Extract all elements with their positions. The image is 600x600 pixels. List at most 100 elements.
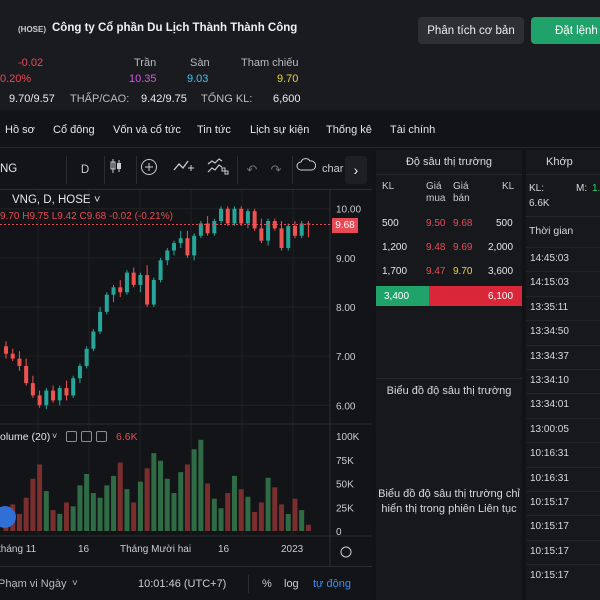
chevron-right-icon[interactable]: › bbox=[345, 156, 367, 184]
candle-body bbox=[17, 358, 22, 366]
row-divider bbox=[526, 466, 600, 468]
price-change-pct: 0.20% bbox=[0, 73, 32, 85]
stock-nav-tabs: Hồ sơ Cổ đông Vốn và cổ tức Tin tức Lịch… bbox=[0, 112, 600, 148]
volume-bar bbox=[158, 460, 164, 531]
volume-bar bbox=[211, 498, 217, 531]
trade-time: 13:34:01 bbox=[530, 399, 569, 411]
toolbar-divider bbox=[66, 156, 67, 184]
ohlc-change: -0.02 (-0.21%) bbox=[109, 211, 173, 222]
chevron-down-icon[interactable]: ˅ bbox=[72, 578, 78, 589]
price-chart-panel: NG D ↶ ↷ char › 10.00 9.00 8.00 7.00 6.00 100… bbox=[0, 150, 372, 600]
trade-time: 13:34:50 bbox=[530, 326, 569, 338]
chevron-down-icon[interactable]: ˅ bbox=[94, 194, 101, 206]
tab-capital-dividend[interactable]: Vốn và cổ tức bbox=[113, 124, 181, 136]
ceiling-price: 10.35 bbox=[129, 73, 157, 85]
chart-bottom-bar: Phạm vi Ngày ˅ 10:01:46 (UTC+7) % log tự… bbox=[0, 566, 372, 600]
volume-bar bbox=[124, 489, 130, 531]
candle-body bbox=[104, 294, 109, 312]
add-indicator-icon[interactable] bbox=[140, 158, 164, 182]
divider bbox=[526, 216, 600, 217]
time-axis-label: 16 bbox=[218, 544, 230, 555]
tab-shareholders[interactable]: Cổ đông bbox=[53, 124, 95, 136]
settings-icon[interactable] bbox=[81, 431, 92, 442]
candlestick-chart[interactable]: 10.00 9.00 8.00 7.00 6.00 100K 75K 50K 25K 0 tháng… bbox=[0, 150, 372, 566]
row-divider bbox=[526, 515, 600, 517]
tab-statistics[interactable]: Thống kê bbox=[326, 124, 372, 136]
candle-body bbox=[64, 388, 69, 396]
tab-profile[interactable]: Hồ sơ bbox=[5, 124, 35, 136]
row-divider bbox=[526, 271, 600, 273]
volume-bar bbox=[70, 506, 76, 531]
volume-bar bbox=[225, 493, 231, 531]
trade-time: 10:15:17 bbox=[530, 497, 569, 508]
volume-bar bbox=[231, 475, 237, 531]
settings-gear-icon bbox=[340, 546, 352, 558]
volume-bar bbox=[23, 497, 29, 531]
volume-legend-label: olume (20) bbox=[0, 431, 51, 443]
time-axis-label: tháng 11 bbox=[0, 544, 37, 555]
trade-time: 10:16:31 bbox=[530, 448, 569, 460]
volume-bar bbox=[205, 483, 211, 531]
volume-bar bbox=[178, 472, 184, 531]
low-high-label: THẤP/CAO: bbox=[70, 93, 130, 105]
divider bbox=[376, 174, 522, 175]
fundamental-analysis-button[interactable]: Phân tích cơ bản bbox=[418, 17, 524, 44]
close-icon[interactable] bbox=[96, 431, 107, 442]
ask-volume-2: 2,000 bbox=[488, 242, 514, 253]
floor-price: 9.03 bbox=[187, 73, 209, 85]
volume-bar bbox=[144, 468, 150, 531]
low-high-value: 9.42/9.75 bbox=[141, 93, 187, 105]
matched-value-label: M: bbox=[576, 183, 588, 194]
stock-header: (HOSE) Công ty Cổ phần Du Lịch Thành Thà… bbox=[0, 0, 600, 110]
volume-bar bbox=[90, 493, 96, 531]
volume-bar bbox=[50, 510, 56, 531]
compare-label[interactable]: char bbox=[322, 163, 344, 175]
percent-toggle[interactable]: % bbox=[262, 578, 272, 590]
row-divider bbox=[526, 247, 600, 248]
depth-chart-title: Biểu đồ độ sâu thị trường bbox=[386, 385, 512, 397]
replay-icon[interactable] bbox=[0, 506, 16, 528]
chart-clock: 10:01:46 (UTC+7) bbox=[138, 578, 227, 590]
trade-time: 14:15:03 bbox=[530, 277, 569, 289]
symbol-search[interactable]: NG bbox=[0, 163, 18, 175]
market-depth-title: Độ sâu thị trường bbox=[405, 156, 493, 168]
candle-type-icon[interactable] bbox=[108, 158, 132, 182]
candle-body bbox=[232, 208, 237, 224]
candle-body bbox=[245, 211, 250, 224]
cloud-icon[interactable] bbox=[296, 158, 320, 182]
bid-volume-3: 1,700 bbox=[382, 266, 408, 277]
candle-body bbox=[44, 390, 49, 406]
candle-body bbox=[98, 311, 103, 332]
tab-news[interactable]: Tin tức bbox=[197, 124, 231, 136]
volume-bar bbox=[265, 477, 271, 531]
candle-body bbox=[30, 383, 35, 396]
row-divider bbox=[526, 417, 600, 419]
volume-bar bbox=[285, 513, 291, 531]
undo-icon[interactable]: ↶ bbox=[246, 162, 258, 177]
bid-price-2: 9.48 bbox=[426, 242, 446, 253]
templates-icon[interactable] bbox=[207, 158, 231, 182]
row-divider bbox=[526, 369, 600, 370]
redo-icon[interactable]: ↷ bbox=[270, 162, 282, 177]
log-toggle[interactable]: log bbox=[284, 578, 299, 590]
row-divider bbox=[526, 295, 600, 297]
indicators-icon[interactable] bbox=[173, 158, 197, 182]
tab-financials[interactable]: Tài chính bbox=[390, 124, 436, 136]
candle-body bbox=[124, 272, 129, 293]
place-order-button[interactable]: Đặt lệnh bbox=[531, 17, 600, 44]
auto-scale-toggle[interactable]: tự động bbox=[313, 578, 351, 590]
interval-button[interactable]: D bbox=[80, 164, 90, 176]
volume-bar bbox=[292, 498, 298, 531]
time-axis-label: 16 bbox=[78, 544, 90, 555]
date-range-select[interactable]: Phạm vi Ngày bbox=[0, 578, 67, 590]
chevron-down-icon[interactable]: ˅ bbox=[52, 431, 58, 441]
price-axis-label: 6.00 bbox=[336, 401, 356, 412]
col-bid-price: Giá mua bbox=[426, 181, 446, 204]
volume-bar bbox=[131, 502, 137, 531]
volume-bar bbox=[30, 478, 36, 531]
tab-events[interactable]: Lịch sự kiện bbox=[250, 124, 310, 136]
ask-price-1: 9.68 bbox=[453, 218, 473, 229]
bid-volume-2: 1,200 bbox=[382, 242, 408, 253]
eye-icon[interactable] bbox=[66, 431, 77, 442]
total-bid-bar: 3,400 bbox=[376, 286, 429, 306]
